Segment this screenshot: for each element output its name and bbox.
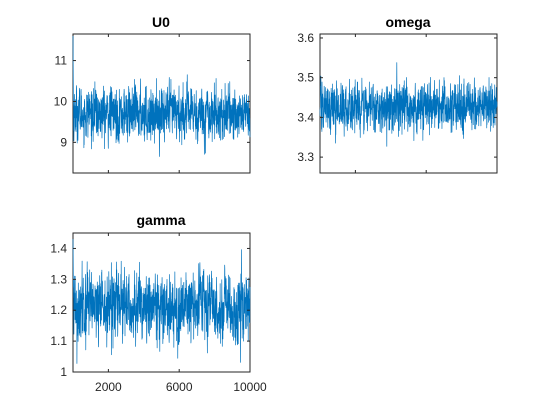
series-line-omega [319, 62, 498, 147]
y-tick-label: 9 [60, 135, 67, 149]
y-tick-label: 3.6 [297, 31, 314, 45]
y-tick-label: 1.4 [50, 241, 67, 255]
y-tick-label: 3.4 [297, 110, 314, 124]
subplot-omega: omega 3.3 3.4 3.5 3.6 [297, 14, 498, 174]
subplot-title: U0 [152, 14, 170, 30]
x-tick-label: 6000 [166, 380, 193, 394]
x-tick-label: 10000 [233, 380, 267, 394]
y-tick-label: 3.5 [297, 71, 314, 85]
y-tick-label: 1.3 [50, 272, 67, 286]
y-tick-label: 11 [55, 54, 68, 68]
series-line-gamma [72, 239, 251, 364]
y-tick-label: 1.2 [50, 303, 67, 317]
y-tick-label: 3.3 [297, 150, 314, 164]
subplot-title: omega [385, 14, 430, 30]
y-tick-label: 1.1 [50, 334, 67, 348]
series-line-u0 [72, 36, 251, 157]
subplot-gamma: gamma 1 1.1 1.2 1.3 1.4 2000 6000 10000 [50, 212, 267, 394]
subplot-title: gamma [136, 212, 185, 228]
y-tick-label: 10 [54, 94, 68, 108]
tick-group: 1 1.1 1.2 1.3 1.4 2000 6000 10000 [50, 233, 267, 394]
y-tick-label: 1 [60, 365, 67, 379]
tick-group: 3.3 3.4 3.5 3.6 [297, 31, 498, 173]
x-tick-label: 2000 [95, 380, 122, 394]
tick-group: 9 10 11 [54, 34, 251, 173]
subplot-u0: U0 9 10 11 [54, 14, 251, 174]
